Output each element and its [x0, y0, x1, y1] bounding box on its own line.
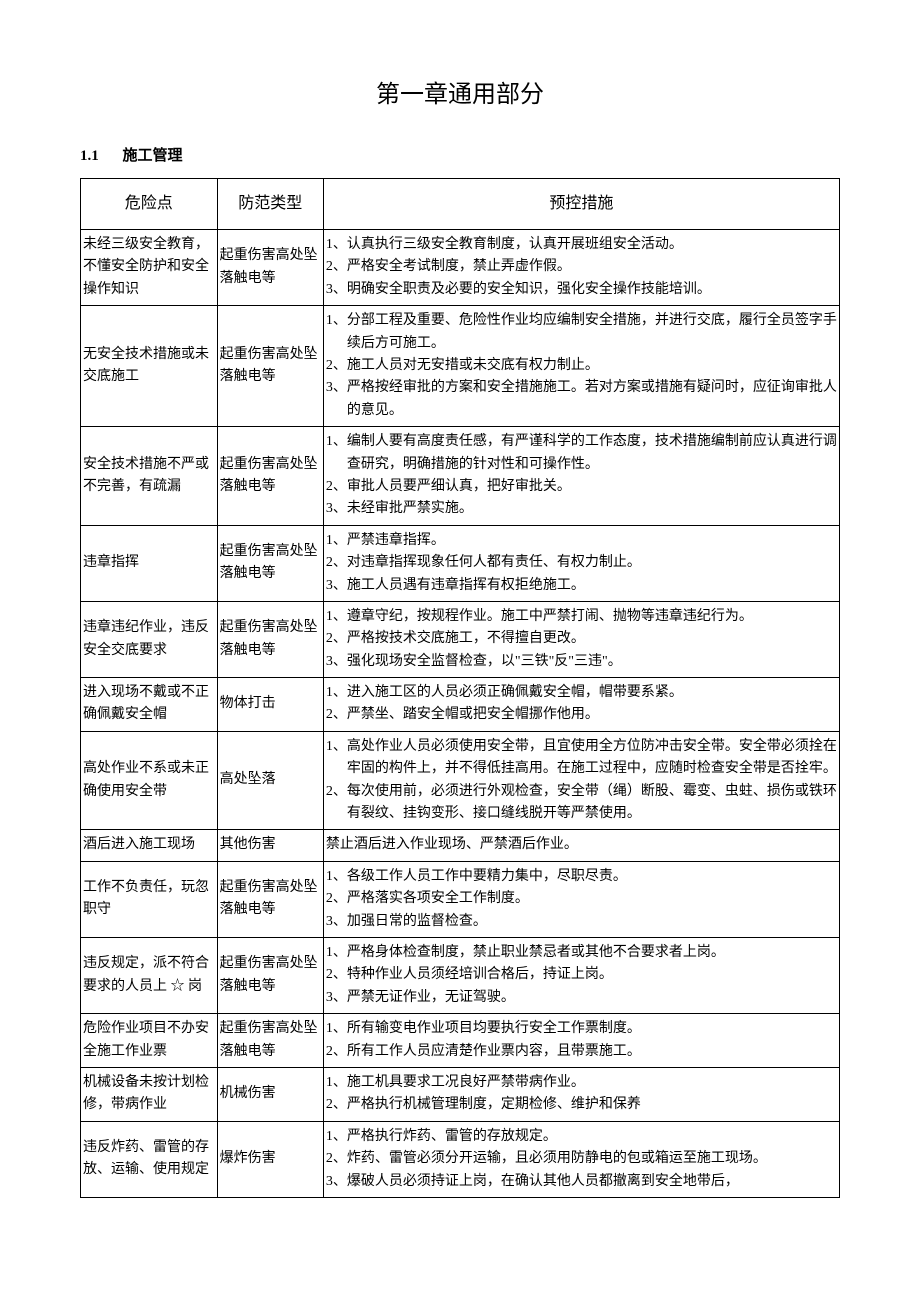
- risk-cell: 违反规定，派不符合要求的人员上 ☆ 岗: [81, 938, 218, 1014]
- table-header-row: 危险点 防范类型 预控措施: [81, 179, 840, 230]
- section-name: 施工管理: [123, 148, 183, 164]
- measure-item: 3、施工人员遇有违章指挥有权拒绝施工。: [326, 575, 837, 597]
- type-cell: 起重伤害高处坠落触电等: [217, 525, 323, 601]
- measures-cell: 1、所有输变电作业项目均要执行安全工作票制度。2、所有工作人员应清楚作业票内容，…: [323, 1014, 839, 1068]
- measure-item: 2、对违章指挥现象任何人都有责任、有权力制止。: [326, 552, 837, 574]
- table-row: 进入现场不戴或不正确佩戴安全帽物体打击1、进入施工区的人员必须正确佩戴安全帽，帽…: [81, 678, 840, 732]
- measure-item: 2、审批人员要严细认真，把好审批关。: [326, 476, 837, 498]
- type-cell: 起重伤害高处坠落触电等: [217, 938, 323, 1014]
- measure-item: 1、遵章守纪，按规程作业。施工中严禁打闹、抛物等违章违纪行为。: [326, 606, 837, 628]
- type-cell: 爆炸伤害: [217, 1121, 323, 1197]
- type-cell: 机械伤害: [217, 1067, 323, 1121]
- measures-cell: 1、遵章守纪，按规程作业。施工中严禁打闹、抛物等违章违纪行为。2、严格按技术交底…: [323, 601, 839, 677]
- table-row: 未经三级安全教育，不懂安全防护和安全操作知识起重伤害高处坠落触电等1、认真执行三…: [81, 230, 840, 306]
- risk-cell: 酒后进入施工现场: [81, 830, 218, 861]
- table-row: 安全技术措施不严或不完善，有疏漏起重伤害高处坠落触电等1、编制人要有高度责任感，…: [81, 427, 840, 526]
- table-row: 违反炸药、雷管的存放、运输、使用规定爆炸伤害1、严格执行炸药、雷管的存放规定。2…: [81, 1121, 840, 1197]
- type-cell: 起重伤害高处坠落触电等: [217, 230, 323, 306]
- measure-item: 2、严禁坐、踏安全帽或把安全帽挪作他用。: [326, 704, 837, 726]
- measure-item: 1、认真执行三级安全教育制度，认真开展班组安全活动。: [326, 234, 837, 256]
- measure-item: 2、施工人员对无安措或未交底有权力制止。: [326, 355, 837, 377]
- measure-item: 1、严禁违章指挥。: [326, 530, 837, 552]
- measure-item: 2、每次使用前，必须进行外观检查，安全带（绳）断股、霉变、虫蛀、损伤或铁环有裂纹…: [326, 781, 837, 826]
- measure-item: 1、高处作业人员必须使用安全带，且宜使用全方位防冲击安全带。安全带必须拴在牢固的…: [326, 736, 837, 781]
- type-cell: 高处坠落: [217, 731, 323, 830]
- measure-item: 1、编制人要有高度责任感，有严谨科学的工作态度，技术措施编制前应认真进行调查研究…: [326, 431, 837, 476]
- measure-item: 1、分部工程及重要、危险性作业均应编制安全措施，并进行交底，履行全员签字手续后方…: [326, 310, 837, 355]
- header-risk: 危险点: [81, 179, 218, 230]
- measure-item: 1、严格身体检查制度，禁止职业禁忌者或其他不合要求者上岗。: [326, 942, 837, 964]
- measure-item: 1、施工机具要求工况良好严禁带病作业。: [326, 1072, 837, 1094]
- risk-cell: 高处作业不系或未正确使用安全带: [81, 731, 218, 830]
- measures-cell: 1、严格身体检查制度，禁止职业禁忌者或其他不合要求者上岗。2、特种作业人员须经培…: [323, 938, 839, 1014]
- type-cell: 起重伤害高处坠落触电等: [217, 306, 323, 427]
- risk-cell: 工作不负责任，玩忽职守: [81, 861, 218, 937]
- measure-item: 2、严格按技术交底施工，不得擅自更改。: [326, 628, 837, 650]
- risk-table: 危险点 防范类型 预控措施 未经三级安全教育，不懂安全防护和安全操作知识起重伤害…: [80, 178, 840, 1197]
- measure-item: 1、进入施工区的人员必须正确佩戴安全帽，帽带要系紧。: [326, 682, 837, 704]
- risk-cell: 违章指挥: [81, 525, 218, 601]
- table-row: 无安全技术措施或未交底施工起重伤害高处坠落触电等1、分部工程及重要、危险性作业均…: [81, 306, 840, 427]
- table-row: 高处作业不系或未正确使用安全带高处坠落1、高处作业人员必须使用安全带，且宜使用全…: [81, 731, 840, 830]
- risk-cell: 未经三级安全教育，不懂安全防护和安全操作知识: [81, 230, 218, 306]
- measure-item: 1、各级工作人员工作中要精力集中，尽职尽责。: [326, 866, 837, 888]
- measure-item: 3、严格按经审批的方案和安全措施施工。若对方案或措施有疑问时，应征询审批人的意见…: [326, 377, 837, 422]
- measure-item: 3、明确安全职责及必要的安全知识，强化安全操作技能培训。: [326, 279, 837, 301]
- measures-cell: 1、施工机具要求工况良好严禁带病作业。2、严格执行机械管理制度，定期检修、维护和…: [323, 1067, 839, 1121]
- table-row: 违章违纪作业，违反安全交底要求起重伤害高处坠落触电等1、遵章守纪，按规程作业。施…: [81, 601, 840, 677]
- measure-item: 2、严格落实各项安全工作制度。: [326, 888, 837, 910]
- measure-item: 2、炸药、雷管必须分开运输，且必须用防静电的包或箱运至施工现场。: [326, 1148, 837, 1170]
- measure-item: 2、特种作业人员须经培训合格后，持证上岗。: [326, 964, 837, 986]
- risk-cell: 安全技术措施不严或不完善，有疏漏: [81, 427, 218, 526]
- measures-cell: 1、各级工作人员工作中要精力集中，尽职尽责。2、严格落实各项安全工作制度。3、加…: [323, 861, 839, 937]
- measures-cell: 1、进入施工区的人员必须正确佩戴安全帽，帽带要系紧。2、严禁坐、踏安全帽或把安全…: [323, 678, 839, 732]
- risk-cell: 违反炸药、雷管的存放、运输、使用规定: [81, 1121, 218, 1197]
- measure-item: 2、严格安全考试制度，禁止弄虚作假。: [326, 256, 837, 278]
- risk-cell: 危险作业项目不办安全施工作业票: [81, 1014, 218, 1068]
- risk-cell: 机械设备未按计划检修，带病作业: [81, 1067, 218, 1121]
- measure-item: 2、所有工作人员应清楚作业票内容，且带票施工。: [326, 1041, 837, 1063]
- measures-cell: 禁止酒后进入作业现场、严禁酒后作业。: [323, 830, 839, 861]
- measure-item: 1、所有输变电作业项目均要执行安全工作票制度。: [326, 1018, 837, 1040]
- section-number: 1.1: [80, 148, 99, 164]
- measures-cell: 1、严禁违章指挥。2、对违章指挥现象任何人都有责任、有权力制止。3、施工人员遇有…: [323, 525, 839, 601]
- measure-item: 3、加强日常的监督检查。: [326, 911, 837, 933]
- header-measures: 预控措施: [323, 179, 839, 230]
- type-cell: 起重伤害高处坠落触电等: [217, 427, 323, 526]
- type-cell: 物体打击: [217, 678, 323, 732]
- table-row: 违章指挥起重伤害高处坠落触电等1、严禁违章指挥。2、对违章指挥现象任何人都有责任…: [81, 525, 840, 601]
- type-cell: 起重伤害高处坠落触电等: [217, 601, 323, 677]
- type-cell: 起重伤害高处坠落触电等: [217, 1014, 323, 1068]
- risk-cell: 进入现场不戴或不正确佩戴安全帽: [81, 678, 218, 732]
- measures-cell: 1、认真执行三级安全教育制度，认真开展班组安全活动。2、严格安全考试制度，禁止弄…: [323, 230, 839, 306]
- table-row: 机械设备未按计划检修，带病作业机械伤害1、施工机具要求工况良好严禁带病作业。2、…: [81, 1067, 840, 1121]
- measure-item: 1、严格执行炸药、雷管的存放规定。: [326, 1126, 837, 1148]
- measure-item: 3、爆破人员必须持证上岗，在确认其他人员都撤离到安全地带后，: [326, 1171, 837, 1193]
- measure-item: 3、强化现场安全监督检查，以"三铁"反"三违"。: [326, 651, 837, 673]
- measure-item: 2、严格执行机械管理制度，定期检修、维护和保养: [326, 1094, 837, 1116]
- chapter-title: 第一章通用部分: [80, 76, 840, 114]
- measure-item: 3、严禁无证作业，无证驾驶。: [326, 987, 837, 1009]
- type-cell: 起重伤害高处坠落触电等: [217, 861, 323, 937]
- section-heading: 1.1 施工管理: [80, 144, 840, 168]
- risk-cell: 违章违纪作业，违反安全交底要求: [81, 601, 218, 677]
- measure-item: 禁止酒后进入作业现场、严禁酒后作业。: [326, 834, 837, 856]
- measures-cell: 1、高处作业人员必须使用安全带，且宜使用全方位防冲击安全带。安全带必须拴在牢固的…: [323, 731, 839, 830]
- type-cell: 其他伤害: [217, 830, 323, 861]
- measures-cell: 1、分部工程及重要、危险性作业均应编制安全措施，并进行交底，履行全员签字手续后方…: [323, 306, 839, 427]
- table-row: 危险作业项目不办安全施工作业票起重伤害高处坠落触电等1、所有输变电作业项目均要执…: [81, 1014, 840, 1068]
- risk-cell: 无安全技术措施或未交底施工: [81, 306, 218, 427]
- table-row: 酒后进入施工现场其他伤害禁止酒后进入作业现场、严禁酒后作业。: [81, 830, 840, 861]
- table-row: 违反规定，派不符合要求的人员上 ☆ 岗起重伤害高处坠落触电等1、严格身体检查制度…: [81, 938, 840, 1014]
- measures-cell: 1、编制人要有高度责任感，有严谨科学的工作态度，技术措施编制前应认真进行调查研究…: [323, 427, 839, 526]
- measures-cell: 1、严格执行炸药、雷管的存放规定。2、炸药、雷管必须分开运输，且必须用防静电的包…: [323, 1121, 839, 1197]
- table-row: 工作不负责任，玩忽职守起重伤害高处坠落触电等1、各级工作人员工作中要精力集中，尽…: [81, 861, 840, 937]
- measure-item: 3、未经审批严禁实施。: [326, 498, 837, 520]
- header-type: 防范类型: [217, 179, 323, 230]
